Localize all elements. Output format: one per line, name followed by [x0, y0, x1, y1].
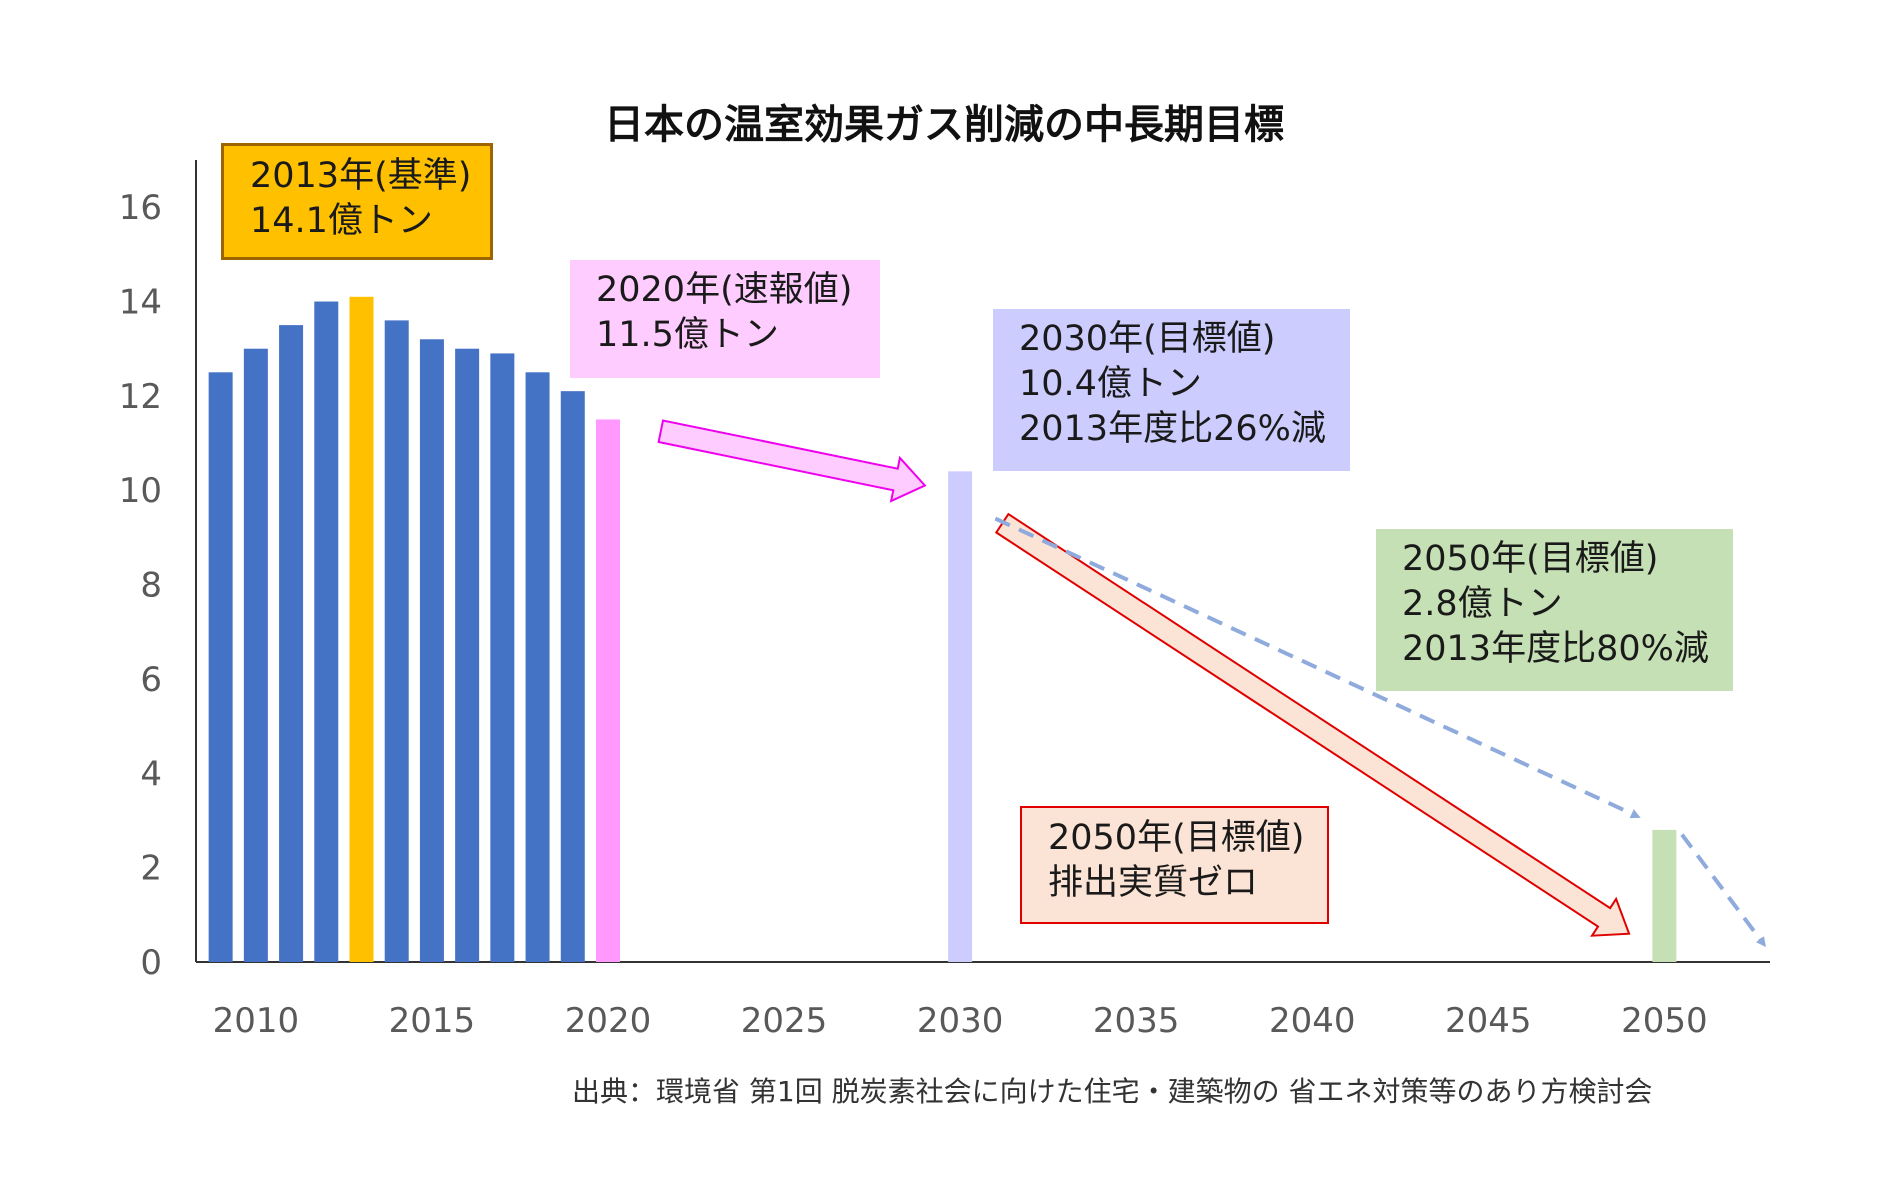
- annotation-line: 2.8億トン: [1402, 584, 1563, 624]
- y-tick-label: 4: [140, 754, 162, 794]
- x-tick-label: 2020: [565, 1001, 652, 1041]
- annotation-line: 2020年(速報値): [596, 270, 853, 310]
- x-tick-label: 2030: [917, 1001, 1004, 1041]
- bar-2010: [243, 348, 268, 962]
- y-tick-label: 2: [140, 849, 162, 889]
- y-tick-label: 16: [119, 188, 162, 228]
- arrow-2020-to-2030: [657, 419, 927, 503]
- y-tick-label: 14: [119, 283, 162, 323]
- source-note: 出典：環境省 第1回 脱炭素社会に向けた住宅・建築物の 省エネ対策等のあり方検討…: [572, 1075, 1653, 1108]
- bar-2018: [525, 372, 550, 962]
- dashed-arrow-2050-beyond: [1680, 833, 1766, 948]
- annotation-2050-net-zero: 2050年(目標値) 排出実質ゼロ: [1020, 806, 1329, 924]
- arrow-2030-to-net-zero: [994, 512, 1631, 937]
- axes: 0 2 4 6 8 10 12 14 16 2010 2015 2020 2025 2030 2035 204…: [119, 160, 1770, 1041]
- bar-2014: [384, 320, 409, 962]
- x-tick-label: 2040: [1269, 1001, 1356, 1041]
- annotation-line: 2050年(目標値): [1048, 818, 1305, 858]
- x-tick-label: 2025: [741, 1001, 828, 1041]
- annotation-line: 10.4億トン: [1019, 364, 1202, 404]
- y-tick-label: 10: [119, 471, 162, 511]
- bar-2015: [419, 339, 444, 962]
- bar-2011: [279, 325, 304, 962]
- bar-2050: [1652, 829, 1677, 962]
- annotation-line: 2050年(目標値): [1402, 539, 1659, 579]
- bar-2017: [490, 353, 515, 962]
- bar-2013: [349, 296, 374, 962]
- y-tick-label: 12: [119, 377, 162, 417]
- x-tick-label: 2045: [1445, 1001, 1532, 1041]
- bar-2020: [595, 419, 620, 962]
- annotation-2020-flash: 2020年(速報値) 11.5億トン: [570, 260, 880, 378]
- bar-2019: [560, 391, 585, 963]
- bar-2012: [314, 301, 339, 962]
- annotation-2050-target-80pct: 2050年(目標値) 2.8億トン 2013年度比80%減: [1376, 529, 1733, 691]
- annotation-line: 2030年(目標値): [1019, 319, 1276, 359]
- annotation-2030-target: 2030年(目標値) 10.4億トン 2013年度比26%減: [993, 309, 1350, 471]
- chart-title: 日本の温室効果ガス削減の中長期目標: [604, 102, 1284, 148]
- annotation-line: 2013年度比80%減: [1402, 629, 1709, 669]
- annotation-line: 排出実質ゼロ: [1048, 863, 1259, 903]
- annotation-line: 14.1億トン: [250, 201, 433, 241]
- x-tick-label: 2035: [1093, 1001, 1180, 1041]
- y-tick-label: 0: [140, 943, 162, 983]
- x-tick-label: 2050: [1621, 1001, 1708, 1041]
- bar-2009: [208, 372, 233, 962]
- y-tick-label: 6: [140, 660, 162, 700]
- annotation-line: 2013年(基準): [250, 156, 472, 196]
- annotation-line: 2013年度比26%減: [1019, 409, 1326, 449]
- annotation-line: 11.5億トン: [596, 315, 779, 355]
- dashed-arrow-2030-to-2050: [994, 516, 1641, 819]
- bar-2016: [455, 348, 480, 962]
- trend-arrows: [657, 419, 1766, 948]
- bars: [208, 296, 1677, 963]
- annotation-2013-base: 2013年(基準) 14.1億トン: [221, 143, 493, 260]
- x-tick-label: 2010: [213, 1001, 300, 1041]
- y-tick-label: 8: [140, 566, 162, 606]
- x-tick-label: 2015: [389, 1001, 476, 1041]
- bar-2030: [948, 471, 973, 962]
